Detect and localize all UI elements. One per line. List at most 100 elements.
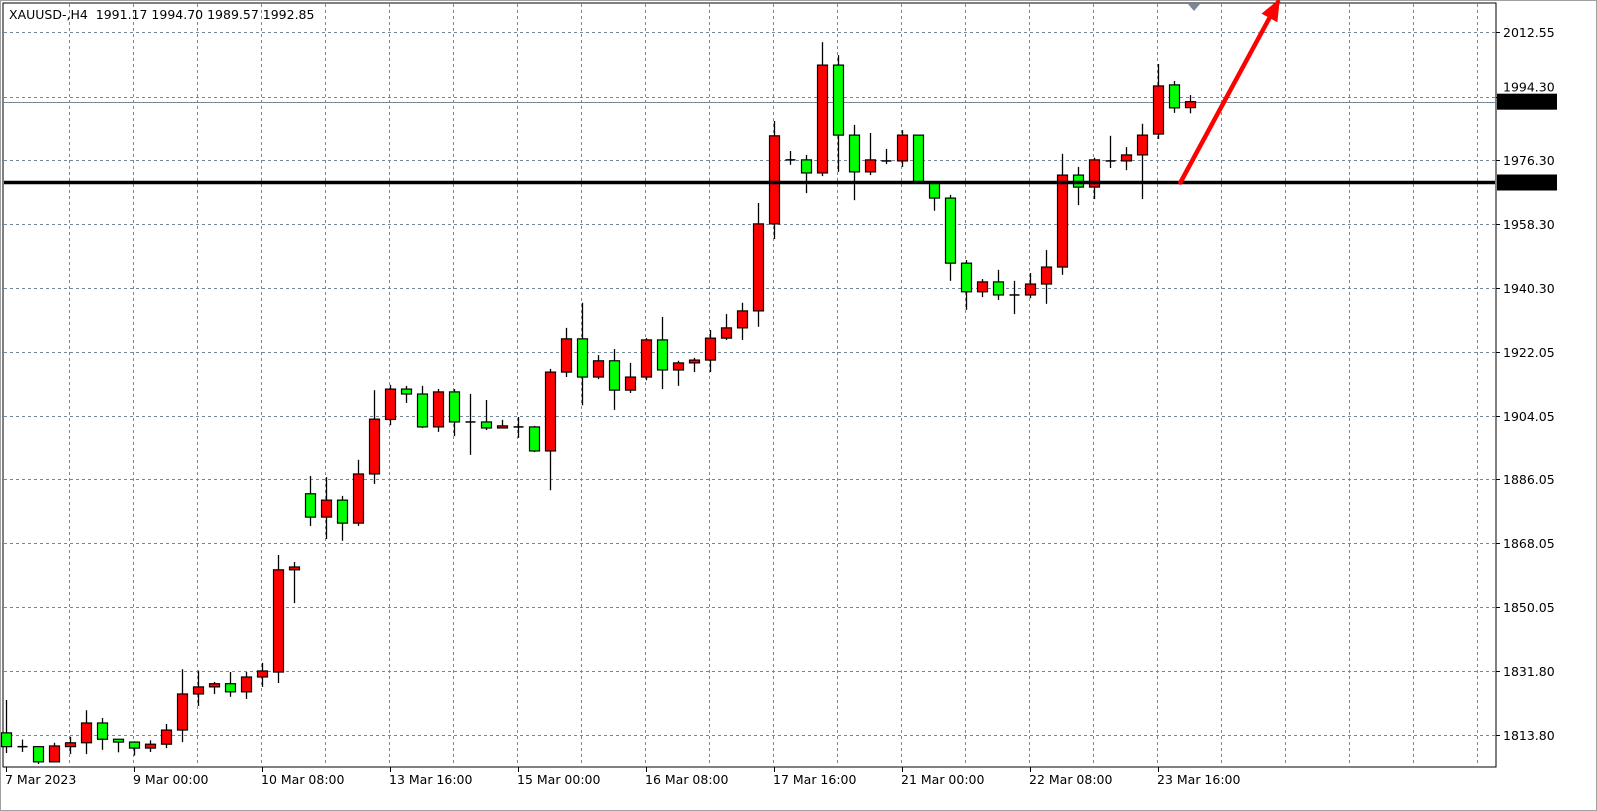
candle — [80, 710, 93, 755]
candle-body — [160, 729, 173, 745]
candle — [304, 476, 317, 526]
candle — [1056, 153, 1069, 275]
price-tick-label: 1831.80 — [1503, 664, 1555, 679]
price-tick-label: 1976.30 — [1503, 153, 1555, 168]
candle-body — [816, 64, 829, 174]
candle-body — [64, 742, 77, 748]
candle — [768, 120, 781, 240]
chart-shift-marker-icon — [1188, 4, 1200, 11]
candle — [1105, 135, 1116, 169]
candle-body — [960, 262, 973, 293]
candle-body — [704, 337, 717, 361]
candle-body — [320, 499, 333, 518]
candle — [336, 495, 349, 541]
time-tick-label: 16 Mar 08:00 — [645, 772, 729, 787]
price-axis[interactable]: 2012.55 1994.30 1976.30 1958.30 1940.30 1922.… — [1496, 25, 1557, 743]
candle-body — [592, 360, 605, 378]
candle — [448, 389, 461, 437]
price-tick-label: 1904.05 — [1503, 409, 1555, 424]
time-tick-label: 22 Mar 08:00 — [1029, 772, 1113, 787]
candle — [32, 745, 45, 764]
candle-body — [352, 473, 365, 524]
candle — [832, 55, 845, 172]
candle-body — [608, 360, 621, 391]
price-tick-label: 1886.05 — [1503, 472, 1555, 487]
candle-body — [800, 159, 813, 174]
candle-body — [128, 741, 141, 749]
ohlc-readout: 1991.17 1994.70 1989.57 1992.85 — [95, 7, 315, 22]
candle — [608, 349, 621, 410]
candle — [256, 662, 269, 687]
candle — [672, 360, 685, 386]
time-tick-label: 7 Mar 2023 — [5, 772, 76, 787]
time-tick-label: 23 Mar 16:00 — [1157, 772, 1241, 787]
candle-body — [1024, 283, 1037, 296]
price-tick-label: 1868.05 — [1503, 536, 1555, 551]
candle — [1088, 157, 1101, 200]
candle-body — [1168, 84, 1181, 109]
candle-body — [192, 686, 205, 695]
time-tick-label: 21 Mar 00:00 — [901, 772, 985, 787]
candle — [1136, 123, 1149, 200]
candle — [496, 419, 509, 429]
candle-body — [1120, 154, 1133, 162]
candle-body — [912, 134, 925, 184]
candle — [528, 425, 541, 453]
candle — [1024, 273, 1037, 299]
candle-body — [208, 683, 221, 688]
candle — [160, 724, 173, 749]
time-tick-label: 17 Mar 16:00 — [773, 772, 857, 787]
candle-body — [688, 359, 701, 364]
candle — [368, 390, 381, 484]
candle-body — [544, 371, 557, 452]
candle — [400, 385, 413, 403]
candle — [1040, 250, 1053, 304]
candle-body — [944, 197, 957, 264]
candle — [513, 417, 524, 438]
candle-body — [1056, 174, 1069, 268]
candle — [881, 148, 892, 165]
time-tick-label: 15 Mar 00:00 — [517, 772, 601, 787]
candle-body — [32, 746, 45, 763]
candle — [192, 670, 205, 706]
candle — [864, 132, 877, 176]
candle — [544, 368, 557, 491]
candle — [416, 385, 429, 428]
candle — [112, 738, 125, 753]
level-price-tag — [1497, 174, 1557, 191]
candle-body — [80, 722, 93, 744]
candle-body — [400, 388, 413, 395]
candle — [272, 554, 285, 683]
candle-body — [928, 182, 941, 199]
candle-body — [288, 566, 301, 571]
candle — [944, 194, 957, 281]
price-tick-label: 2012.55 — [1503, 25, 1555, 40]
candle — [640, 338, 653, 381]
candle-body — [144, 743, 157, 749]
candle-body — [48, 745, 61, 763]
candle — [976, 279, 989, 298]
candle — [1168, 80, 1181, 113]
time-axis[interactable]: 7 Mar 2023 9 Mar 00:00 10 Mar 08:00 13 Mar … — [5, 767, 1241, 787]
candle-body — [1184, 101, 1197, 109]
candle — [0, 699, 13, 754]
candle-body — [864, 159, 877, 173]
candle-body — [304, 493, 317, 518]
candle — [64, 736, 77, 755]
overlays — [4, 0, 1495, 185]
candle-body — [768, 135, 781, 225]
time-tick-label: 9 Mar 00:00 — [133, 772, 209, 787]
price-tick-label: 1813.80 — [1503, 728, 1555, 743]
candle — [432, 389, 445, 432]
candle — [128, 741, 141, 756]
candle — [560, 327, 573, 378]
grid — [4, 4, 1495, 766]
candle — [816, 42, 829, 177]
candle-body — [416, 393, 429, 428]
candle-body — [624, 376, 637, 391]
candle — [48, 742, 61, 763]
price-tick-label: 1994.30 — [1503, 80, 1555, 95]
candle-body — [752, 223, 765, 312]
candle — [928, 181, 941, 211]
